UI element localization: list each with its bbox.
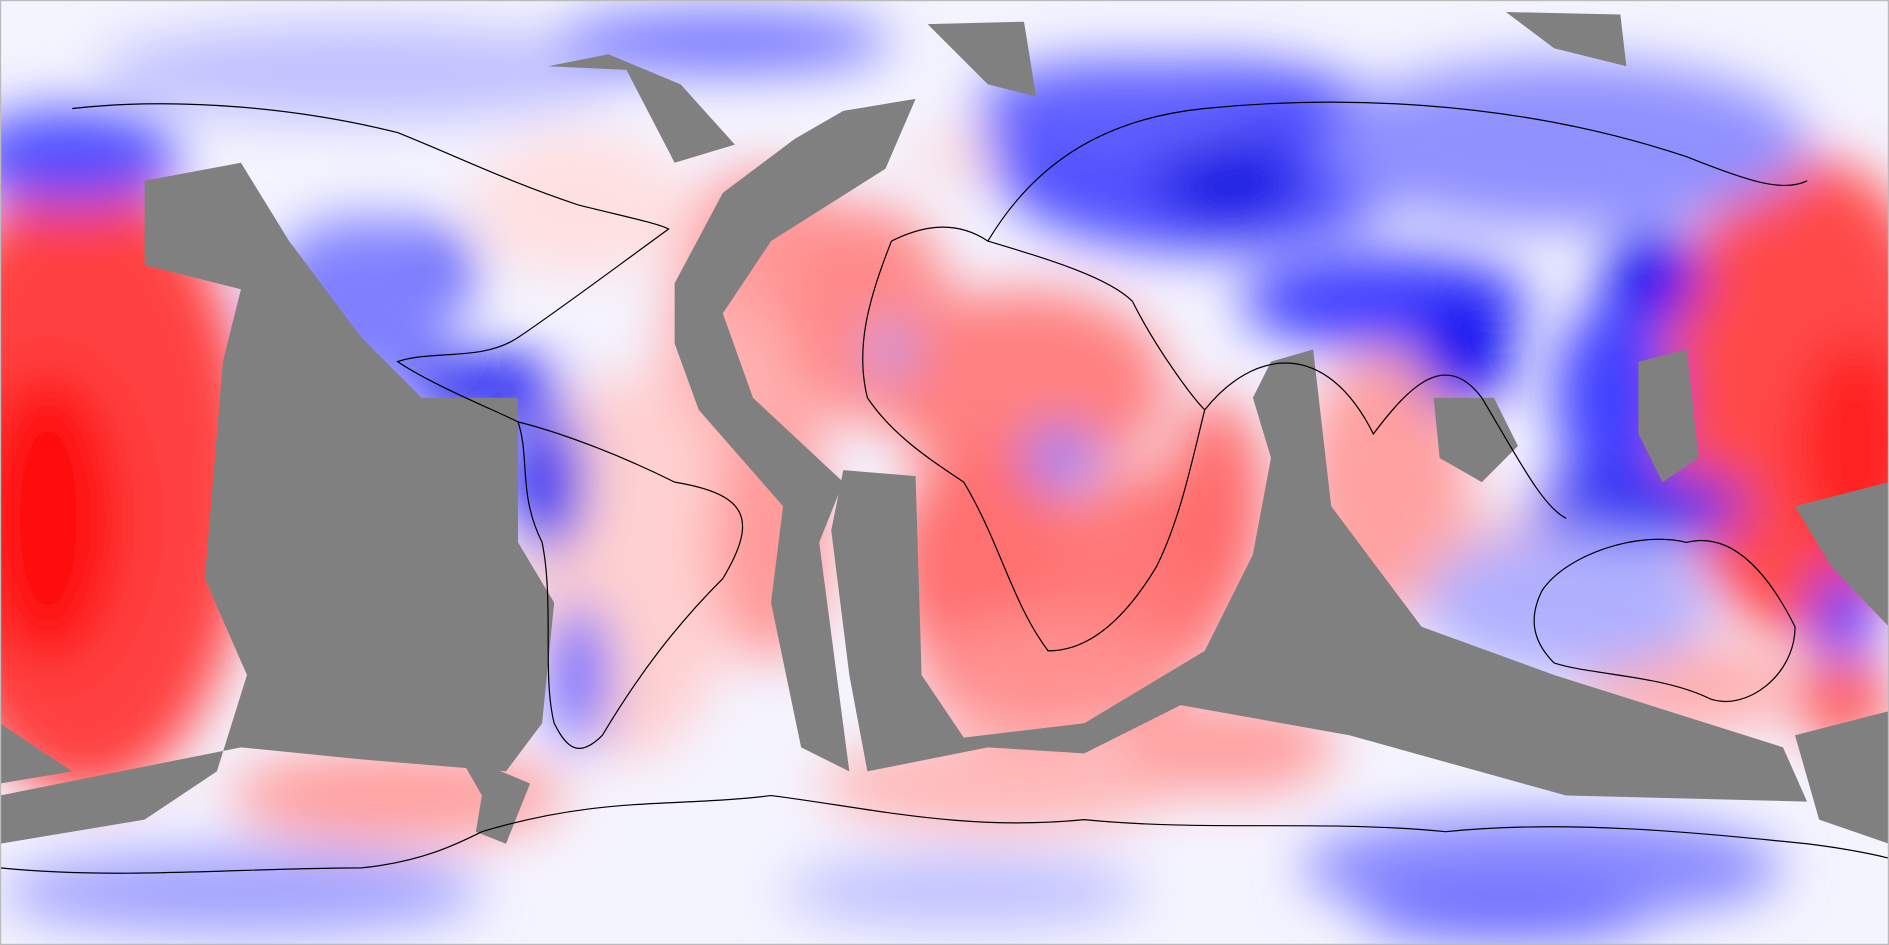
coast-antarctica: [0, 794, 1889, 874]
masked-north-atlantic: [548, 54, 735, 163]
masked-south-atlantic: [831, 349, 1808, 802]
masked-arctic-2: [1505, 12, 1627, 67]
coastlines: [0, 101, 1889, 874]
masked-atlantic: [674, 98, 916, 772]
masked-pacific-east: [1795, 482, 1889, 627]
masked-asia-sea: [1433, 397, 1518, 483]
coast-asia-south: [1204, 362, 1567, 519]
masked-regions: [0, 12, 1889, 844]
masked-south-ocean: [457, 753, 531, 844]
coast-americas: [72, 103, 744, 749]
masked-east-pacific: [0, 162, 555, 844]
coast-australia: [1533, 538, 1796, 702]
masked-south-pacific-west: [0, 723, 73, 784]
masked-south-pacific-east: [1795, 711, 1889, 844]
masked-west-pacific: [1638, 349, 1699, 483]
coast-africa-eurasia: [862, 101, 1808, 652]
masked-arctic-1: [927, 21, 1037, 97]
